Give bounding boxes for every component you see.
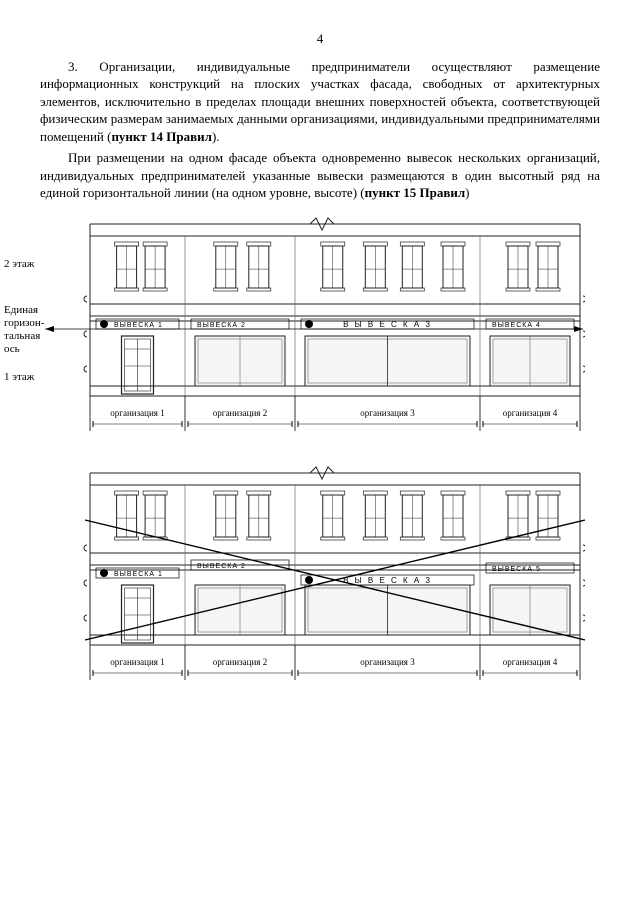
label-floor2: 2 этаж <box>4 258 42 271</box>
svg-text:ВЫВЕСКА 2: ВЫВЕСКА 2 <box>197 563 246 570</box>
svg-text:организация 3: организация 3 <box>360 657 415 667</box>
svg-text:организация 2: организация 2 <box>213 657 267 667</box>
svg-text:ВЫВЕСКА 1: ВЫВЕСКА 1 <box>114 322 163 329</box>
svg-text:организация 4: организация 4 <box>503 657 558 667</box>
svg-text:организация 1: организация 1 <box>110 657 164 667</box>
paragraph-2: При размещении на одном фасаде объекта о… <box>40 149 600 202</box>
svg-text:ВЫВЕСКА 4: ВЫВЕСКА 4 <box>492 322 541 329</box>
para2-bold: пункт 15 Правил <box>365 185 466 200</box>
facade-svg-2: ВЫВЕСКА 1 организация 1 ВЫВЕСКА 2 организац… <box>40 465 585 700</box>
svg-text:организация 4: организация 4 <box>503 408 558 418</box>
svg-text:ВЫВЕСКА 2: ВЫВЕСКА 2 <box>197 322 246 329</box>
svg-text:ВЫВЕСКА 1: ВЫВЕСКА 1 <box>114 571 163 578</box>
svg-text:организация 3: организация 3 <box>360 408 415 418</box>
svg-text:В Ы В Е С К А 3: В Ы В Е С К А 3 <box>343 320 432 329</box>
svg-text:В Ы В Е С К А 3: В Ы В Е С К А 3 <box>343 576 432 585</box>
page-number: 4 <box>40 30 600 48</box>
facade-svg-1: ВЫВЕСКА 1 организация 1 ВЫВЕСКА 2 организац… <box>40 216 585 451</box>
para1-bold: пункт 14 Правил <box>111 129 212 144</box>
svg-text:организация 2: организация 2 <box>213 408 267 418</box>
para2-end: ) <box>465 185 469 200</box>
diagram-correct: 2 этаж Единая горизон-тальнаяось 1 этаж … <box>40 216 600 451</box>
svg-text:ВЫВЕСКА 5: ВЫВЕСКА 5 <box>492 566 541 573</box>
label-axis: Единая горизон-тальнаяось <box>4 304 46 357</box>
paragraph-1: 3. Организации, индивидуальные предприни… <box>40 58 600 146</box>
diagram-incorrect: ВЫВЕСКА 1 организация 1 ВЫВЕСКА 2 организац… <box>40 465 600 700</box>
para1-end: ). <box>212 129 220 144</box>
para2-text: При размещении на одном фасаде объекта о… <box>40 150 600 200</box>
label-floor1: 1 этаж <box>4 371 42 384</box>
svg-text:организация 1: организация 1 <box>110 408 164 418</box>
